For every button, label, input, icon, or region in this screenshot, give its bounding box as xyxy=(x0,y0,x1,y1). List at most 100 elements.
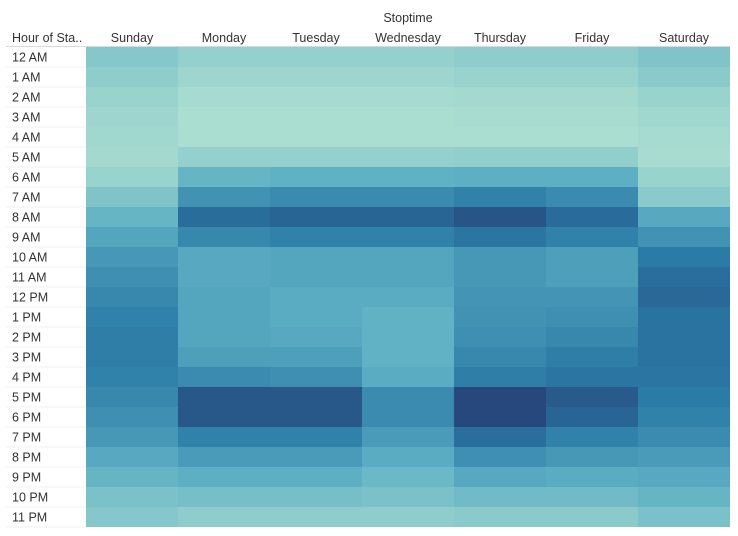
cell-7-pm-thursday xyxy=(454,427,546,447)
cell-4-pm-saturday xyxy=(638,367,730,387)
cell-4-am-friday xyxy=(546,127,638,147)
cell-11-pm-wednesday xyxy=(362,507,454,527)
cell-1-pm-thursday xyxy=(454,307,546,327)
row-label-12-pm: 12 PM xyxy=(12,291,48,305)
row-label-5-am: 5 AM xyxy=(12,151,41,165)
cell-6-am-saturday xyxy=(638,167,730,187)
cell-8-pm-sunday xyxy=(86,447,178,467)
cell-11-am-tuesday xyxy=(270,267,362,287)
column-label-monday: Monday xyxy=(202,31,247,45)
cell-9-am-tuesday xyxy=(270,227,362,247)
cell-6-am-monday xyxy=(178,167,270,187)
day-labels: Sunday Monday Tuesday Wednesday Thursday Frid… xyxy=(111,31,710,45)
cell-9-pm-thursday xyxy=(454,467,546,487)
row-label-8-am: 8 AM xyxy=(12,211,41,225)
cell-6-pm-monday xyxy=(178,407,270,427)
cell-12-am-friday xyxy=(546,47,638,67)
cell-5-am-friday xyxy=(546,147,638,167)
cell-3-pm-monday xyxy=(178,347,270,367)
cell-8-pm-tuesday xyxy=(270,447,362,467)
row-label-2-pm: 2 PM xyxy=(12,331,41,345)
cell-4-am-tuesday xyxy=(270,127,362,147)
cell-6-am-wednesday xyxy=(362,167,454,187)
cell-10-am-thursday xyxy=(454,247,546,267)
cell-2-am-sunday xyxy=(86,87,178,107)
row-label-8-pm: 8 PM xyxy=(12,451,41,465)
cell-1-am-wednesday xyxy=(362,67,454,87)
heatmap-cells xyxy=(86,47,730,527)
cell-9-pm-wednesday xyxy=(362,467,454,487)
cell-9-pm-tuesday xyxy=(270,467,362,487)
cell-12-pm-tuesday xyxy=(270,287,362,307)
cell-4-pm-thursday xyxy=(454,367,546,387)
cell-2-pm-monday xyxy=(178,327,270,347)
cell-5-am-wednesday xyxy=(362,147,454,167)
cell-9-am-wednesday xyxy=(362,227,454,247)
cell-12-pm-saturday xyxy=(638,287,730,307)
cell-4-am-wednesday xyxy=(362,127,454,147)
cell-5-pm-saturday xyxy=(638,387,730,407)
cell-4-pm-friday xyxy=(546,367,638,387)
cell-10-am-friday xyxy=(546,247,638,267)
cell-7-pm-monday xyxy=(178,427,270,447)
cell-6-am-friday xyxy=(546,167,638,187)
cell-5-pm-tuesday xyxy=(270,387,362,407)
cell-7-am-thursday xyxy=(454,187,546,207)
cell-9-am-saturday xyxy=(638,227,730,247)
cell-10-pm-wednesday xyxy=(362,487,454,507)
cell-3-am-monday xyxy=(178,107,270,127)
row-label-7-pm: 7 PM xyxy=(12,431,41,445)
column-label-friday: Friday xyxy=(575,31,610,45)
column-header-title: Stoptime xyxy=(383,11,432,25)
cell-11-pm-monday xyxy=(178,507,270,527)
row-header-title: Hour of Sta.. xyxy=(12,31,82,45)
cell-3-am-saturday xyxy=(638,107,730,127)
cell-12-pm-wednesday xyxy=(362,287,454,307)
cell-5-am-sunday xyxy=(86,147,178,167)
cell-6-am-sunday xyxy=(86,167,178,187)
cell-11-pm-friday xyxy=(546,507,638,527)
row-label-6-am: 6 AM xyxy=(12,171,41,185)
cell-1-pm-sunday xyxy=(86,307,178,327)
cell-11-pm-saturday xyxy=(638,507,730,527)
cell-5-pm-thursday xyxy=(454,387,546,407)
row-label-11-am: 11 AM xyxy=(12,271,47,285)
cell-5-am-saturday xyxy=(638,147,730,167)
cell-8-pm-wednesday xyxy=(362,447,454,467)
row-label-1-am: 1 AM xyxy=(12,71,41,85)
cell-9-am-monday xyxy=(178,227,270,247)
row-label-10-am: 10 AM xyxy=(12,251,47,265)
cell-2-am-monday xyxy=(178,87,270,107)
hour-labels: 12 AM 1 AM 2 AM 3 AM 4 AM 5 AM 6 AM 7 AM 8 AM 9 A… xyxy=(6,46,730,528)
cell-8-am-tuesday xyxy=(270,207,362,227)
cell-2-pm-friday xyxy=(546,327,638,347)
cell-10-pm-sunday xyxy=(86,487,178,507)
column-label-thursday: Thursday xyxy=(474,31,527,45)
row-label-11-pm: 11 PM xyxy=(12,511,47,525)
cell-5-pm-monday xyxy=(178,387,270,407)
cell-2-pm-thursday xyxy=(454,327,546,347)
cell-4-pm-monday xyxy=(178,367,270,387)
cell-9-am-sunday xyxy=(86,227,178,247)
cell-11-am-friday xyxy=(546,267,638,287)
cell-12-pm-monday xyxy=(178,287,270,307)
row-label-10-pm: 10 PM xyxy=(12,491,48,505)
cell-11-pm-thursday xyxy=(454,507,546,527)
cell-2-am-friday xyxy=(546,87,638,107)
cell-8-pm-monday xyxy=(178,447,270,467)
cell-8-am-friday xyxy=(546,207,638,227)
cell-11-am-wednesday xyxy=(362,267,454,287)
cell-7-pm-wednesday xyxy=(362,427,454,447)
cell-2-am-thursday xyxy=(454,87,546,107)
cell-3-am-tuesday xyxy=(270,107,362,127)
cell-7-am-monday xyxy=(178,187,270,207)
cell-1-pm-monday xyxy=(178,307,270,327)
cell-12-pm-friday xyxy=(546,287,638,307)
row-label-9-pm: 9 PM xyxy=(12,471,41,485)
cell-11-am-thursday xyxy=(454,267,546,287)
cell-10-am-sunday xyxy=(86,247,178,267)
cell-11-am-sunday xyxy=(86,267,178,287)
cell-3-pm-tuesday xyxy=(270,347,362,367)
cell-2-am-wednesday xyxy=(362,87,454,107)
